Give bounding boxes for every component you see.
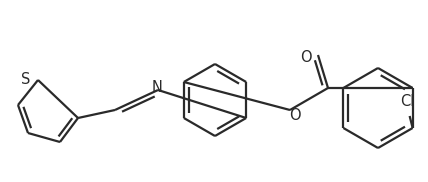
Text: N: N	[152, 80, 163, 96]
Text: S: S	[21, 72, 31, 86]
Text: O: O	[300, 50, 312, 64]
Text: Cl: Cl	[401, 94, 415, 108]
Text: O: O	[289, 108, 301, 124]
